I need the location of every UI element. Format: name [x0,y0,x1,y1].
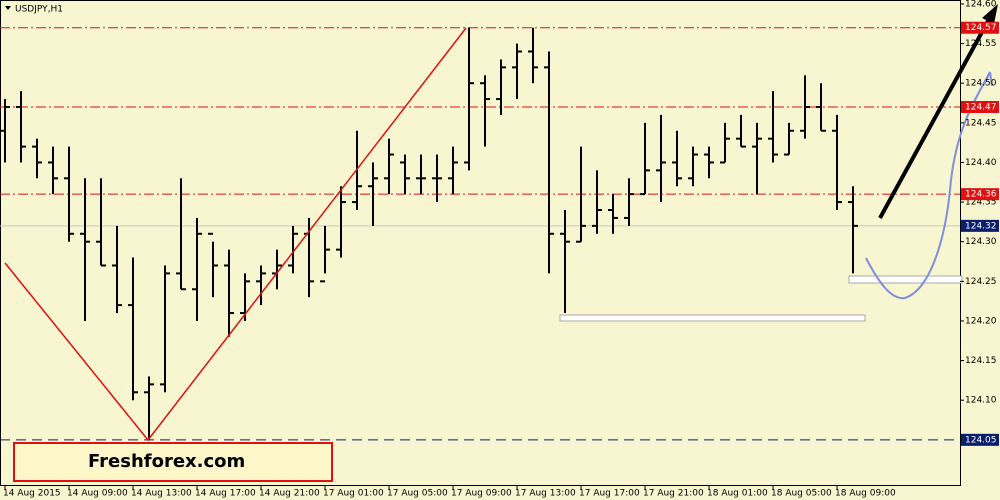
level-label: 124.05 [965,435,997,445]
x-tick-label: 14 Aug 21:00 [259,489,320,499]
level-label: 124.57 [965,23,997,33]
y-tick-label: 124.15 [965,356,997,366]
y-tick-label: 124.50 [965,79,997,89]
x-tick-label: 17 Aug 21:00 [643,489,704,499]
forecast-arrowhead [983,71,993,87]
trend-arrowhead [982,4,998,24]
level-label: 124.47 [965,102,997,112]
menu-triangle [5,6,11,10]
level-label-box [961,433,999,446]
x-tick-label: 14 Aug 13:00 [131,489,192,499]
brand-text: Freshforex.com [88,451,245,472]
trend-arrow [878,11,995,219]
level-label-box [961,21,999,34]
level-label-box [961,188,999,201]
level-label-box [961,100,999,113]
y-tick-label: 124.30 [965,237,997,247]
y-tick-label: 124.35 [965,198,997,208]
brand-box [13,442,333,482]
level-label: 124.32 [965,221,997,231]
x-tick-label: 17 Aug 09:00 [451,489,512,499]
x-tick-label: 17 Aug 05:00 [387,489,448,499]
forecast-curve [865,71,991,300]
zigzag [4,27,467,442]
x-tick-label: 17 Aug 01:00 [323,489,384,499]
level-label: 124.36 [965,190,997,200]
support-box [559,314,866,322]
x-tick-label: 17 Aug 13:00 [515,489,576,499]
plot-frame [0,0,961,486]
y-tick-label: 124.10 [965,396,997,406]
x-tick-label: 17 Aug 17:00 [579,489,640,499]
x-tick-label: 18 Aug 09:00 [835,489,896,499]
y-tick-label: 124.55 [965,39,997,49]
level-label-box [961,219,999,232]
y-tick-label: 124.45 [965,118,997,128]
chart-title: USDJPY,H1 [15,5,63,15]
y-tick-label: 124.40 [965,158,997,168]
y-tick-label: 124.25 [965,277,997,287]
x-tick-label: 14 Aug 09:00 [67,489,128,499]
support-box [848,275,963,284]
x-tick-label: 18 Aug 05:00 [771,489,832,499]
x-tick-label: 14 Aug 17:00 [195,489,256,499]
x-tick-label: 14 Aug 2015 [3,489,61,499]
x-tick-label: 18 Aug 01:00 [707,489,768,499]
y-tick-label: 124.20 [965,316,997,326]
levels [0,27,960,441]
y-tick-label: 124.60 [965,0,997,9]
